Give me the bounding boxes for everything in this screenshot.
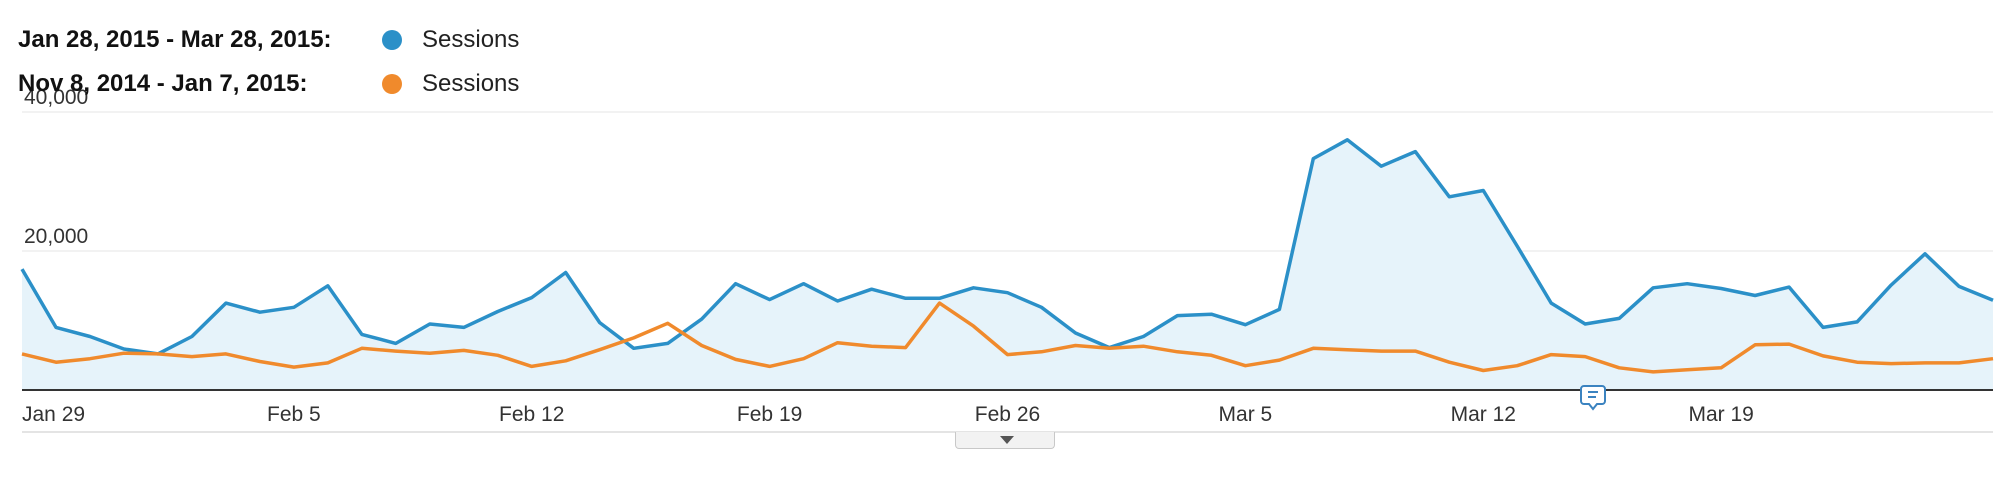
annotation-comment-icon[interactable] <box>1580 385 1606 411</box>
expand-chart-button[interactable] <box>955 432 1055 449</box>
legend-previous-label: Sessions <box>422 70 520 97</box>
current-series-area <box>22 139 1993 390</box>
legend-previous-dot-icon <box>382 74 402 94</box>
grid-layer <box>22 111 1993 252</box>
chart-legend: Jan 28, 2015 - Mar 28, 2015: Sessions No… <box>18 18 718 106</box>
legend-current-label: Sessions <box>422 26 520 53</box>
label-layer: 20,000 40,000 Jan 29 Feb 5 Feb 12 Feb 19 Feb 2… <box>22 86 1754 426</box>
x-tick-label: Mar 19 <box>1688 403 1753 426</box>
x-tick-label: Feb 12 <box>499 403 564 426</box>
legend-current-dot-icon <box>382 30 402 50</box>
x-tick-label: Jan 29 <box>22 403 85 426</box>
x-tick-label: Mar 5 <box>1219 403 1273 426</box>
series-layer <box>20 138 1994 390</box>
y-tick-label: 20,000 <box>24 225 88 248</box>
x-tick-label: Feb 5 <box>267 403 321 426</box>
legend-row-previous[interactable]: Nov 8, 2014 - Jan 7, 2015: Sessions <box>18 62 718 106</box>
y-tick-label: 40,000 <box>24 86 88 109</box>
previous-series-line <box>21 301 1994 374</box>
x-tick-label: Feb 19 <box>737 403 802 426</box>
legend-row-current[interactable]: Jan 28, 2015 - Mar 28, 2015: Sessions <box>18 18 718 62</box>
legend-previous-range: Nov 8, 2014 - Jan 7, 2015: <box>18 70 308 97</box>
chevron-down-icon <box>1000 436 1014 444</box>
x-tick-label: Feb 26 <box>975 403 1040 426</box>
legend-current-range: Jan 28, 2015 - Mar 28, 2015: <box>18 26 332 53</box>
current-series-line <box>20 138 1994 356</box>
x-tick-label: Mar 12 <box>1451 403 1516 426</box>
